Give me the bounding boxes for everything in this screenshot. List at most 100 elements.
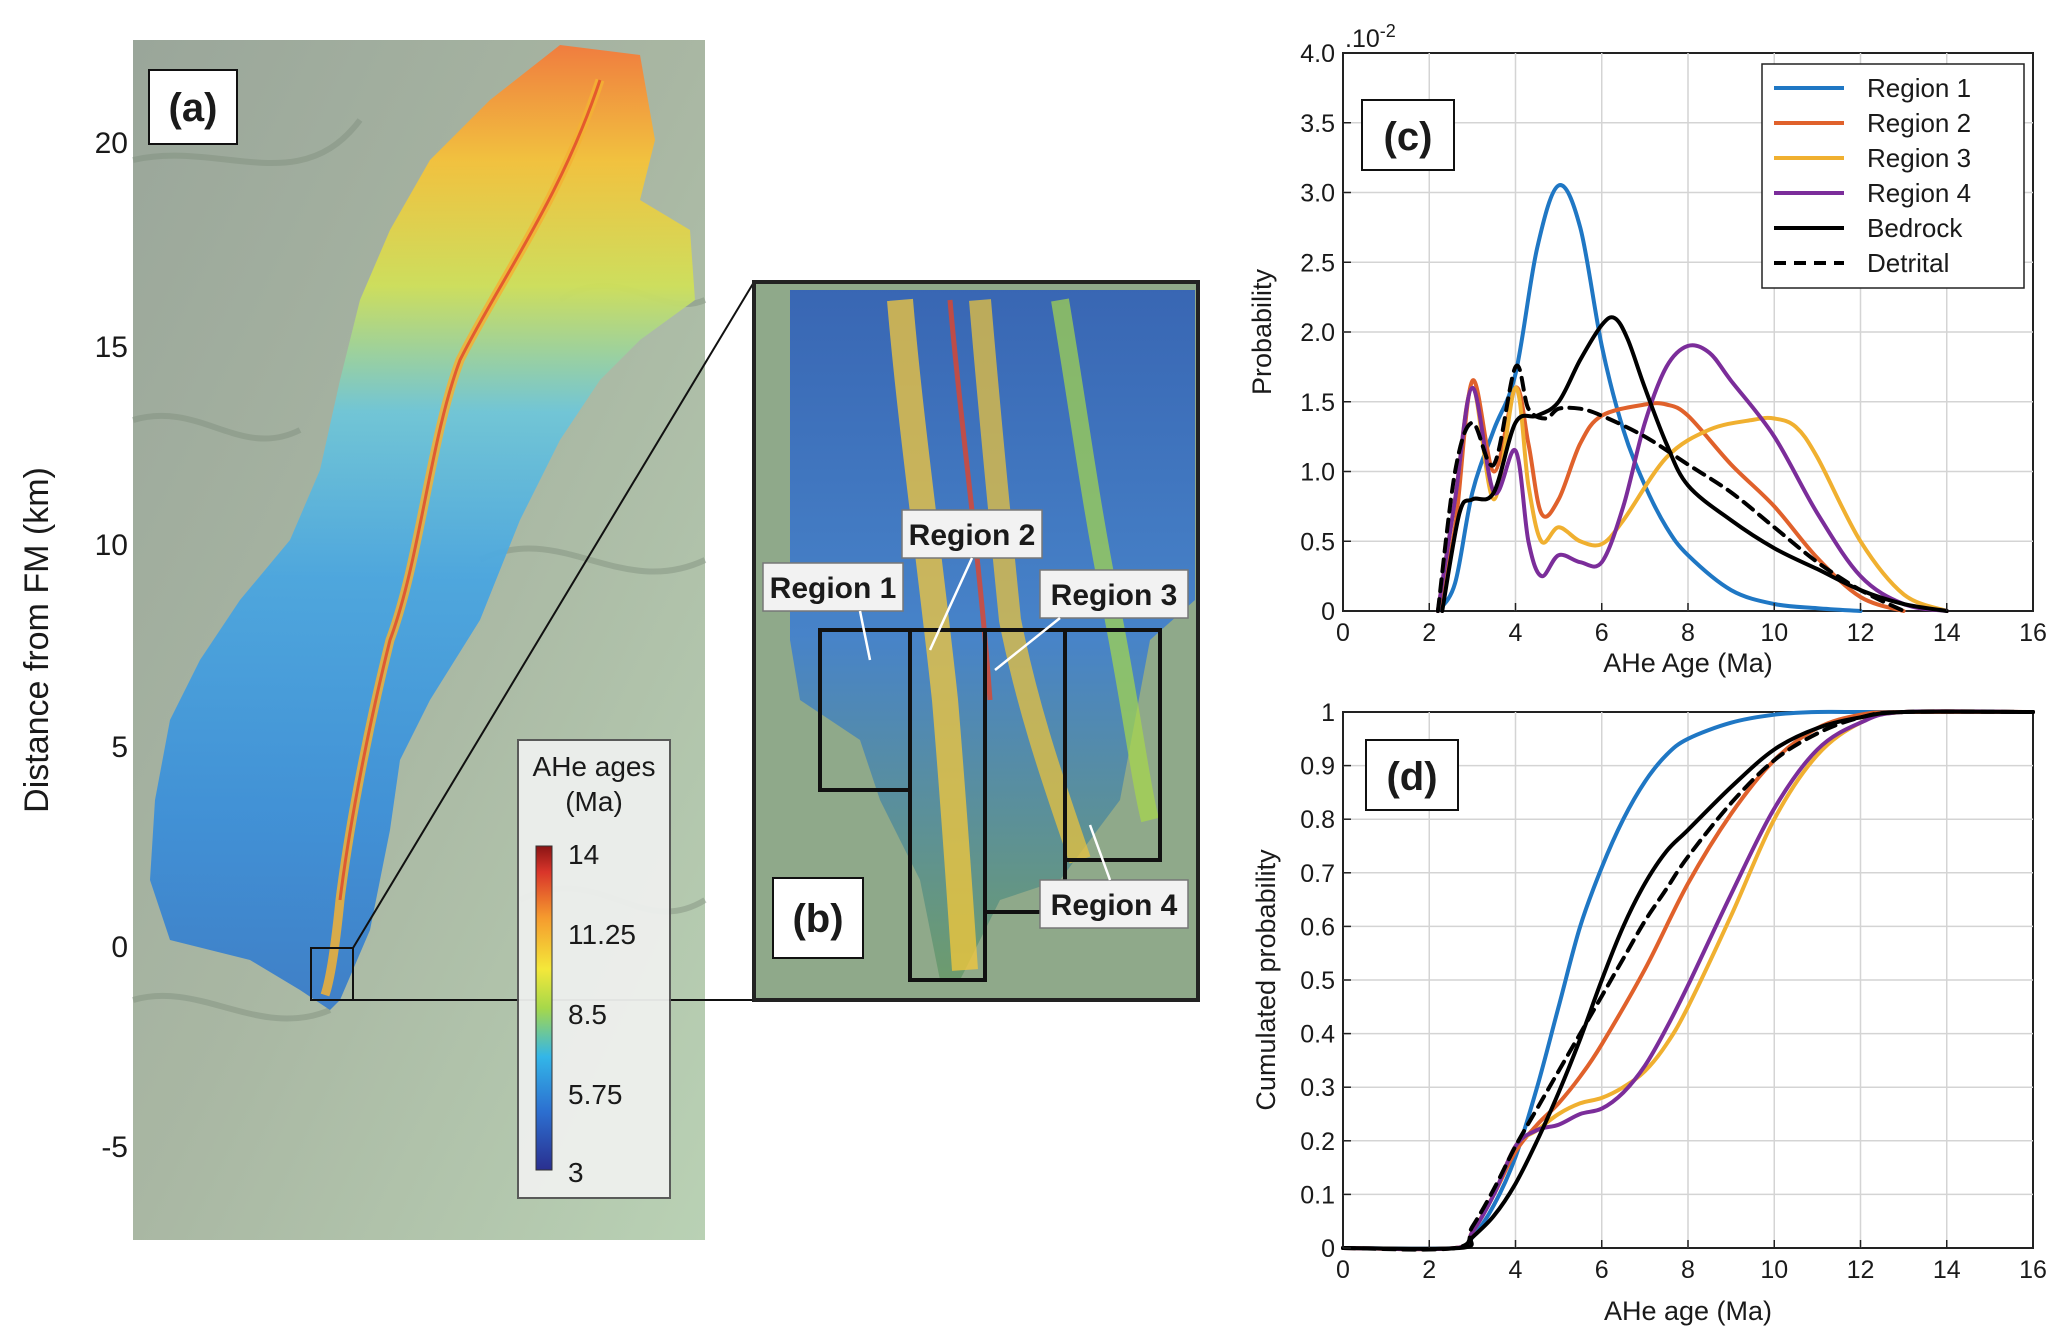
region-3-label: Region 3 [1051,579,1178,612]
x-tick-label: 16 [2019,619,2047,647]
legend-label: Region 4 [1867,178,1971,208]
legend-label: Bedrock [1867,213,1963,243]
series-line-region-4 [1435,343,1949,613]
zoom-box [310,947,354,1001]
x-tick-label: 8 [1681,1256,1695,1284]
panel-b-label-box [772,877,864,959]
panel-d-label-box [1365,739,1459,811]
x-tick-label: 6 [1595,1256,1609,1284]
x-tick-label: 2 [1422,619,1436,647]
series-line-bedrock [1341,709,2035,1251]
colorbar-tick: 5.75 [568,1079,623,1110]
panel-a-label-box [148,69,238,145]
region-2-label: Region 2 [909,519,1036,552]
y-tick-label: 0 [1321,1235,1335,1263]
x-tick-label: 14 [1933,1256,1961,1284]
panel-d-ylabel: Cumulated probability [1251,849,1281,1111]
x-tick-label: 12 [1847,1256,1875,1284]
legend-label: Detrital [1867,248,1949,278]
y-tick-label: 1 [1321,699,1335,727]
panel-c-label-box [1361,99,1455,171]
region-4-arrow [1088,824,1112,881]
x-tick-label: 8 [1681,619,1695,647]
x-tick-label: 14 [1933,619,1961,647]
panel-a-yticks: 20 15 10 5 0 -5 [95,127,128,1164]
y-tick-label: 4.0 [1300,40,1335,68]
y-tick-label: 1.0 [1300,459,1335,487]
series-line-region-2 [1435,378,1906,613]
y-tick-label: 0.9 [1300,753,1335,781]
panel-c-ticks: 0 2 4 6 8 10 12 14 16 0 0.5 1.0 1.5 2.0 2.5 3.0 3.5 4.0 [1300,40,2047,647]
series-line-bedrock [1440,315,1949,613]
x-tick-label: 16 [2019,1256,2047,1284]
colorbar-title-1: AHe ages [533,751,656,782]
y-tick-label: 0.5 [1300,967,1335,995]
y-tick-label: 0.7 [1300,860,1335,888]
panel-c-label: (c) [1384,115,1433,159]
panel-a-ytick: 5 [111,731,128,764]
panel-a-ytick: -5 [101,1131,128,1164]
panel-a-ytick: 0 [111,931,128,964]
x-tick-label: 12 [1847,619,1875,647]
region-3-label-box [1039,569,1189,619]
y-tick-label: 0.5 [1300,528,1335,556]
y-tick-label: 0.4 [1300,1021,1335,1049]
colorbar-gradient [535,845,553,1171]
panel-b: Region 1 Region 2 Region 3 Region 4 (b) [752,280,1200,1002]
x-tick-label: 4 [1509,1256,1523,1284]
colorbar-title-2: (Ma) [565,786,623,817]
y-tick-label: 0.2 [1300,1128,1335,1156]
panel-c-exponent: .10-2 [1345,21,1396,53]
region-3-arrow [994,617,1061,671]
series-line-region-1 [1341,709,2035,1251]
panel-b-label: (b) [792,897,843,941]
panel-a-ytick: 15 [95,331,128,364]
colorbar-tick: 8.5 [568,999,607,1030]
colorbar-tick: 14 [568,839,599,870]
panel-a-ytick: 20 [95,127,128,160]
y-tick-label: 0.1 [1300,1181,1335,1209]
x-tick-label: 10 [1760,1256,1788,1284]
panel-d-xlabel: AHe age (Ma) [1604,1296,1772,1326]
colorbar-tick: 11.25 [568,919,636,950]
colorbar-tick: 3 [568,1157,584,1188]
legend-label: Region 1 [1867,73,1971,103]
panel-c-ylabel: Probability [1247,268,1277,395]
panel-a-ytick: 10 [95,529,128,562]
panel-b-stream-1 [887,298,978,971]
region-1-arrow [858,610,872,661]
region-4-label: Region 4 [1051,889,1178,922]
panel-c-xlabel: AHe Age (Ma) [1603,648,1773,678]
series-line-detrital [1341,709,2035,1252]
panel-a-label: (a) [169,86,218,130]
x-tick-label: 0 [1336,619,1350,647]
panel-d-lines [1341,709,2035,1252]
legend-label: Region 3 [1867,143,1971,173]
y-tick-label: 1.5 [1300,389,1335,417]
y-tick-label: 3.5 [1300,110,1335,138]
y-tick-label: 0.8 [1300,806,1335,834]
x-tick-label: 2 [1422,1256,1436,1284]
series-line-region-4 [1341,709,2035,1252]
region-1-label-box [762,562,904,612]
y-tick-label: 3.0 [1300,180,1335,208]
valley-floor-core [338,79,602,901]
region-1-label: Region 1 [770,572,897,605]
panel-c: 0 2 4 6 8 10 12 14 16 0 0.5 1.0 1.5 2.0 2.5 3.0 3.5 4.0 .… [1247,21,2047,678]
panel-c-lines [1435,183,1949,613]
legend-box [1761,63,2025,289]
region-4-outline [1063,628,1162,862]
legend-label: Region 2 [1867,108,1971,138]
panel-d: 0 2 4 6 8 10 12 14 16 0 0.1 0.2 0.3 0.4 0.5 0.6 0.7 0.8 0.… [1251,699,2047,1326]
panel-d-ticks: 0 2 4 6 8 10 12 14 16 0 0.1 0.2 0.3 0.4 0.5 0.6 0.7 0.8 0.… [1300,699,2047,1284]
region-2-outline [908,628,987,982]
panel-d-label: (d) [1386,755,1437,799]
zoom-line-top [352,281,755,949]
series-line-detrital [1435,363,1906,613]
x-tick-label: 4 [1509,619,1523,647]
region-2-label-box [901,509,1043,559]
panel-a-ylabel: Distance from FM (km) [18,467,56,813]
y-tick-label: 0.6 [1300,913,1335,941]
x-tick-label: 6 [1595,619,1609,647]
